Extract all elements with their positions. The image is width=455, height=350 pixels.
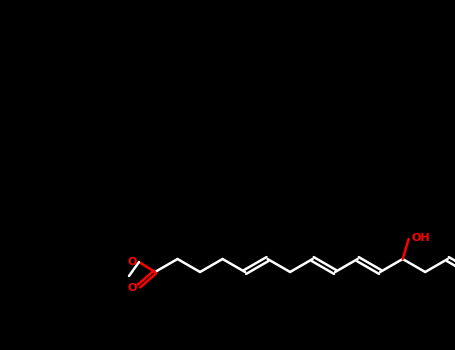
- Text: OH: OH: [411, 233, 430, 243]
- Text: O: O: [127, 257, 136, 267]
- Text: O: O: [127, 283, 136, 293]
